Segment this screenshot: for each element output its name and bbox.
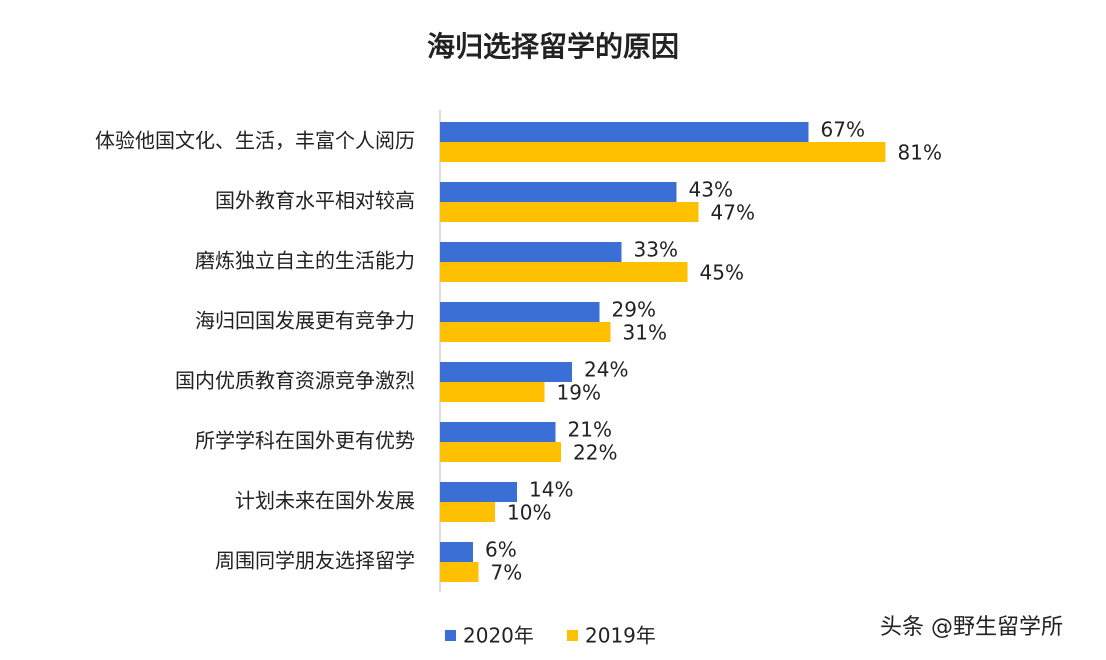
legend-swatch	[445, 630, 456, 641]
value-label: 6%	[485, 538, 517, 562]
bar	[440, 542, 473, 562]
value-label: 22%	[573, 441, 617, 465]
value-label: 29%	[612, 298, 656, 322]
legend-label: 2019年	[585, 624, 656, 648]
bar	[440, 242, 622, 262]
category-label: 国外教育水平相对较高	[215, 189, 415, 213]
bar	[440, 482, 517, 502]
value-label: 45%	[700, 261, 744, 285]
value-label: 67%	[821, 118, 865, 142]
category-label: 磨炼独立自主的生活能力	[195, 249, 415, 273]
legend-swatch	[567, 630, 578, 641]
value-label: 31%	[623, 321, 667, 345]
bar	[440, 442, 561, 462]
value-label: 10%	[507, 501, 551, 525]
bar	[440, 182, 677, 202]
category-label: 周围同学朋友选择留学	[215, 549, 415, 573]
watermark: 头条 @野生留学所	[880, 615, 1063, 640]
value-label: 43%	[689, 178, 733, 202]
category-label: 所学学科在国外更有优势	[195, 429, 415, 453]
bar	[440, 262, 688, 282]
category-label: 体验他国文化、生活，丰富个人阅历	[95, 129, 415, 153]
bar	[440, 362, 572, 382]
bar	[440, 302, 600, 322]
bar	[440, 322, 611, 342]
value-label: 14%	[529, 478, 573, 502]
bar	[440, 422, 556, 442]
value-label: 19%	[557, 381, 601, 405]
legend-label: 2020年	[463, 624, 534, 648]
category-label: 国内优质教育资源竞争激烈	[175, 369, 415, 393]
bar	[440, 502, 495, 522]
category-label: 计划未来在国外发展	[235, 489, 415, 513]
value-label: 47%	[711, 201, 755, 225]
bar	[440, 142, 886, 162]
bar	[440, 562, 479, 582]
value-label: 7%	[491, 561, 523, 585]
value-label: 24%	[584, 358, 628, 382]
chart-title: 海归选择留学的原因	[427, 30, 679, 63]
bar	[440, 382, 545, 402]
bar	[440, 122, 809, 142]
bar	[440, 202, 699, 222]
value-label: 81%	[898, 141, 942, 165]
value-label: 33%	[634, 238, 678, 262]
value-label: 21%	[568, 418, 612, 442]
category-label: 海归回国发展更有竞争力	[195, 309, 415, 333]
